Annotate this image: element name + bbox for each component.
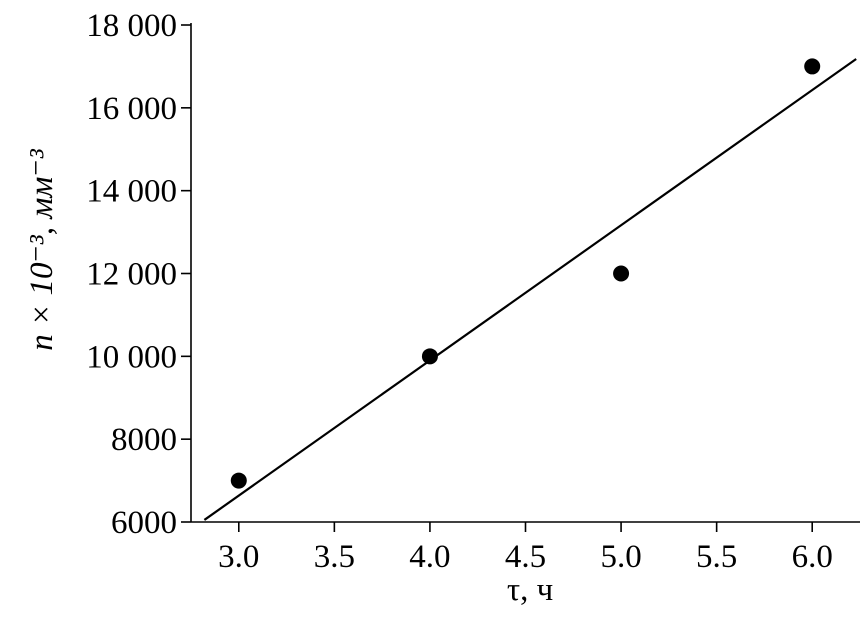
x-tick-label: 4.5 bbox=[505, 539, 546, 575]
x-tick-label: 3.5 bbox=[314, 539, 355, 575]
y-tick-label: 16 000 bbox=[86, 91, 177, 127]
point bbox=[804, 58, 821, 75]
fit-line bbox=[203, 58, 857, 521]
y-tick-label: 10 000 bbox=[86, 339, 177, 375]
y-tick-label: 6000 bbox=[111, 505, 177, 541]
point bbox=[421, 348, 438, 365]
y-tick-label: 14 000 bbox=[86, 174, 177, 210]
x-axis-label: τ, ч bbox=[507, 572, 553, 608]
x-tick-label: 5.0 bbox=[600, 539, 641, 575]
y-tick-label: 12 000 bbox=[86, 257, 177, 293]
x-tick-label: 4.0 bbox=[409, 539, 450, 575]
point bbox=[230, 472, 247, 489]
x-tick-label: 6.0 bbox=[792, 539, 833, 575]
y-tick-label: 18 000 bbox=[86, 8, 177, 44]
y-axis-label: n × 10⁻³, мм⁻³ bbox=[24, 148, 60, 351]
x-tick-label: 5.5 bbox=[696, 539, 737, 575]
y-tick-label: 8000 bbox=[111, 422, 177, 458]
point bbox=[613, 265, 630, 282]
x-tick-label: 3.0 bbox=[218, 539, 259, 575]
